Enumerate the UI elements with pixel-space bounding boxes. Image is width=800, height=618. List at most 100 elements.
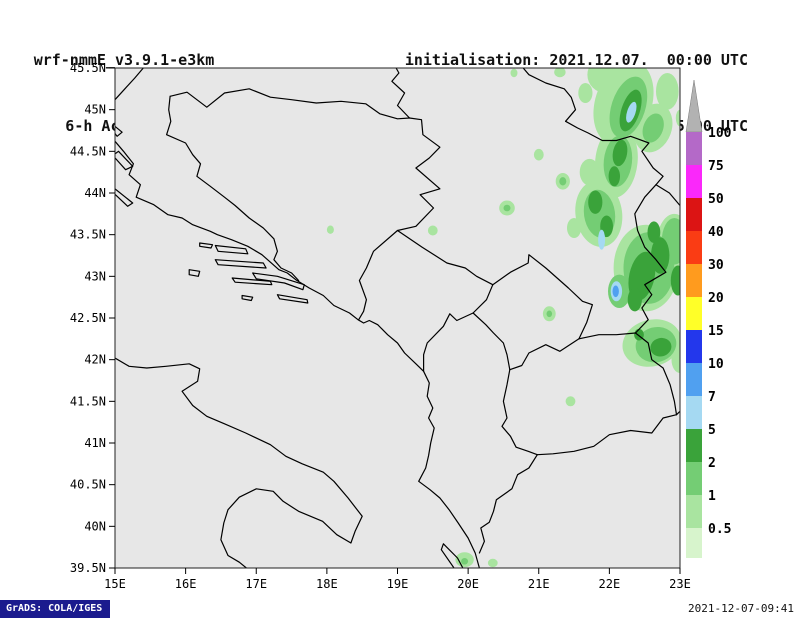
precip-cell — [567, 218, 582, 238]
country-border — [565, 120, 664, 186]
legend-tick-label: 50 — [708, 192, 724, 207]
country-border — [472, 312, 511, 371]
precip-cell — [510, 68, 518, 78]
y-tick-label: 44N — [84, 186, 106, 200]
y-tick-label: 44.5N — [70, 144, 106, 158]
precip-cell — [642, 113, 664, 143]
x-tick-label: 22E — [599, 577, 621, 591]
legend-tick-label: 2 — [708, 456, 716, 471]
island-outline — [115, 150, 134, 171]
legend-over-cap — [685, 79, 703, 133]
y-tick-label: 42N — [84, 353, 106, 367]
island-outline — [199, 242, 214, 249]
initialisation-time: initialisation: 2021.12.07. 00:00 UTC — [404, 51, 748, 69]
legend-segment — [686, 495, 702, 528]
legend-tick-label: 100 — [708, 126, 732, 141]
precip-cell — [608, 166, 620, 187]
x-tick-label: 16E — [175, 577, 197, 591]
country-border — [634, 332, 678, 416]
country-border — [522, 68, 577, 122]
country-border — [472, 284, 494, 314]
legend-segment — [686, 297, 702, 330]
legend-segment — [686, 132, 702, 165]
y-tick-label: 41.5N — [70, 394, 106, 408]
country-border — [396, 229, 494, 286]
legend-tick-label: 75 — [708, 159, 724, 174]
precip-cell — [612, 139, 628, 167]
precip-cell — [598, 229, 606, 250]
precip-cell — [671, 346, 680, 373]
model-name: wrf-nmmE_v3.9.1-e3km — [33, 51, 215, 69]
country-border — [578, 332, 637, 340]
legend-segment — [686, 363, 702, 396]
country-border — [166, 95, 300, 282]
y-tick-label: 40.5N — [70, 478, 106, 492]
legend-tick-label: 15 — [708, 324, 724, 339]
legend-segment — [686, 462, 702, 495]
map-background — [115, 68, 680, 568]
country-border — [501, 369, 538, 456]
legend-segment — [686, 528, 702, 558]
legend-tick-label: 10 — [708, 357, 724, 372]
country-border — [492, 254, 593, 340]
precip-cell — [612, 285, 619, 298]
country-border — [169, 88, 411, 120]
y-tick-label: 41N — [84, 436, 106, 450]
x-tick-label: 15E — [104, 577, 126, 591]
legend-segment — [686, 264, 702, 297]
legend-tick-label: 5 — [708, 423, 716, 438]
x-tick-label: 20E — [457, 577, 479, 591]
country-border — [675, 410, 680, 416]
precip-cell — [670, 265, 680, 296]
precip-cell — [427, 225, 438, 236]
y-tick-label: 45.5N — [70, 61, 106, 75]
precip-cell — [461, 558, 469, 565]
legend-segment — [686, 198, 702, 231]
country-border — [391, 68, 411, 119]
precip-cell — [554, 68, 566, 78]
legend-tick-label: 1 — [708, 489, 716, 504]
x-tick-label: 18E — [316, 577, 338, 591]
precip-cell — [675, 109, 680, 127]
precip-cell — [656, 73, 679, 110]
precip-cell — [546, 310, 553, 318]
legend-tick-label: 0.5 — [708, 522, 731, 537]
precip-cell — [647, 221, 661, 243]
precip-cell — [579, 158, 600, 186]
precip-cell — [626, 101, 637, 123]
country-border — [115, 68, 144, 101]
y-tick-label: 43N — [84, 269, 106, 283]
grads-stamp: GrADS: COLA/IGES — [0, 600, 111, 618]
creation-timestamp: 2021-12-07-09:41 — [688, 602, 794, 615]
country-border — [478, 454, 538, 554]
precip-cell — [559, 177, 567, 186]
precip-cell — [651, 237, 670, 274]
precip-cell — [587, 68, 625, 93]
precip-cell — [588, 190, 603, 214]
y-tick-label: 40N — [84, 519, 106, 533]
x-tick-label: 17E — [245, 577, 267, 591]
country-border — [509, 338, 580, 371]
x-tick-label: 23E — [669, 577, 691, 591]
country-border — [358, 117, 441, 321]
x-tick-label: 21E — [528, 577, 550, 591]
coastline — [115, 357, 363, 568]
legend-segment — [686, 396, 702, 429]
country-border — [536, 414, 678, 456]
precip-cell — [627, 288, 642, 312]
coastline — [115, 140, 480, 568]
legend-tick-label: 20 — [708, 291, 724, 306]
island-outline — [241, 294, 254, 302]
precip-cell — [503, 204, 511, 212]
country-border — [423, 312, 474, 372]
island-outline — [214, 244, 249, 255]
legend-segment — [686, 165, 702, 198]
island-outline — [440, 543, 464, 568]
map-lines-layer — [115, 68, 680, 568]
precip-layer — [326, 68, 680, 568]
legend-tick-label: 30 — [708, 258, 724, 273]
island-outline — [214, 259, 267, 269]
